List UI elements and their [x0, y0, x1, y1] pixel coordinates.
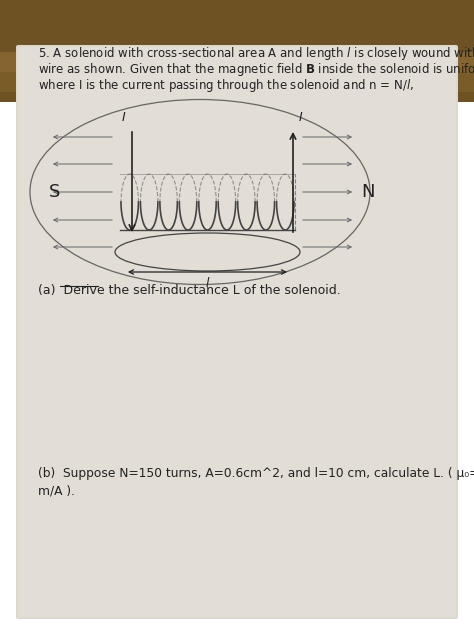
Text: l: l — [206, 277, 209, 290]
Text: I: I — [299, 111, 303, 124]
Text: 5. A solenoid with cross-sectional area A and length $l$ is closely wound with N: 5. A solenoid with cross-sectional area … — [38, 45, 474, 62]
Text: (b)  Suppose N=150 turns, A=0.6cm^2, and l=10 cm, calculate L. ( μ₀= 4 π  x 10⁻⁷: (b) Suppose N=150 turns, A=0.6cm^2, and … — [38, 467, 474, 480]
Bar — [120, 174, 295, 230]
Bar — [0, 92, 474, 102]
Text: N: N — [361, 183, 375, 201]
Text: wire as shown. Given that the magnetic field $\mathbf{B}$ inside the solenoid is: wire as shown. Given that the magnetic f… — [38, 61, 474, 78]
Text: m/A ).: m/A ). — [38, 484, 75, 497]
Text: S: S — [49, 183, 61, 201]
Bar — [0, 0, 474, 102]
Bar — [0, 0, 474, 52]
FancyBboxPatch shape — [16, 45, 458, 619]
Text: where I is the current passing through the solenoid and n = N/$l$,: where I is the current passing through t… — [38, 77, 414, 94]
Text: I: I — [122, 111, 126, 124]
Bar — [0, 52, 474, 72]
Bar — [0, 72, 474, 92]
Text: (a)  Derive the self-inductance L of the solenoid.: (a) Derive the self-inductance L of the … — [38, 284, 341, 297]
